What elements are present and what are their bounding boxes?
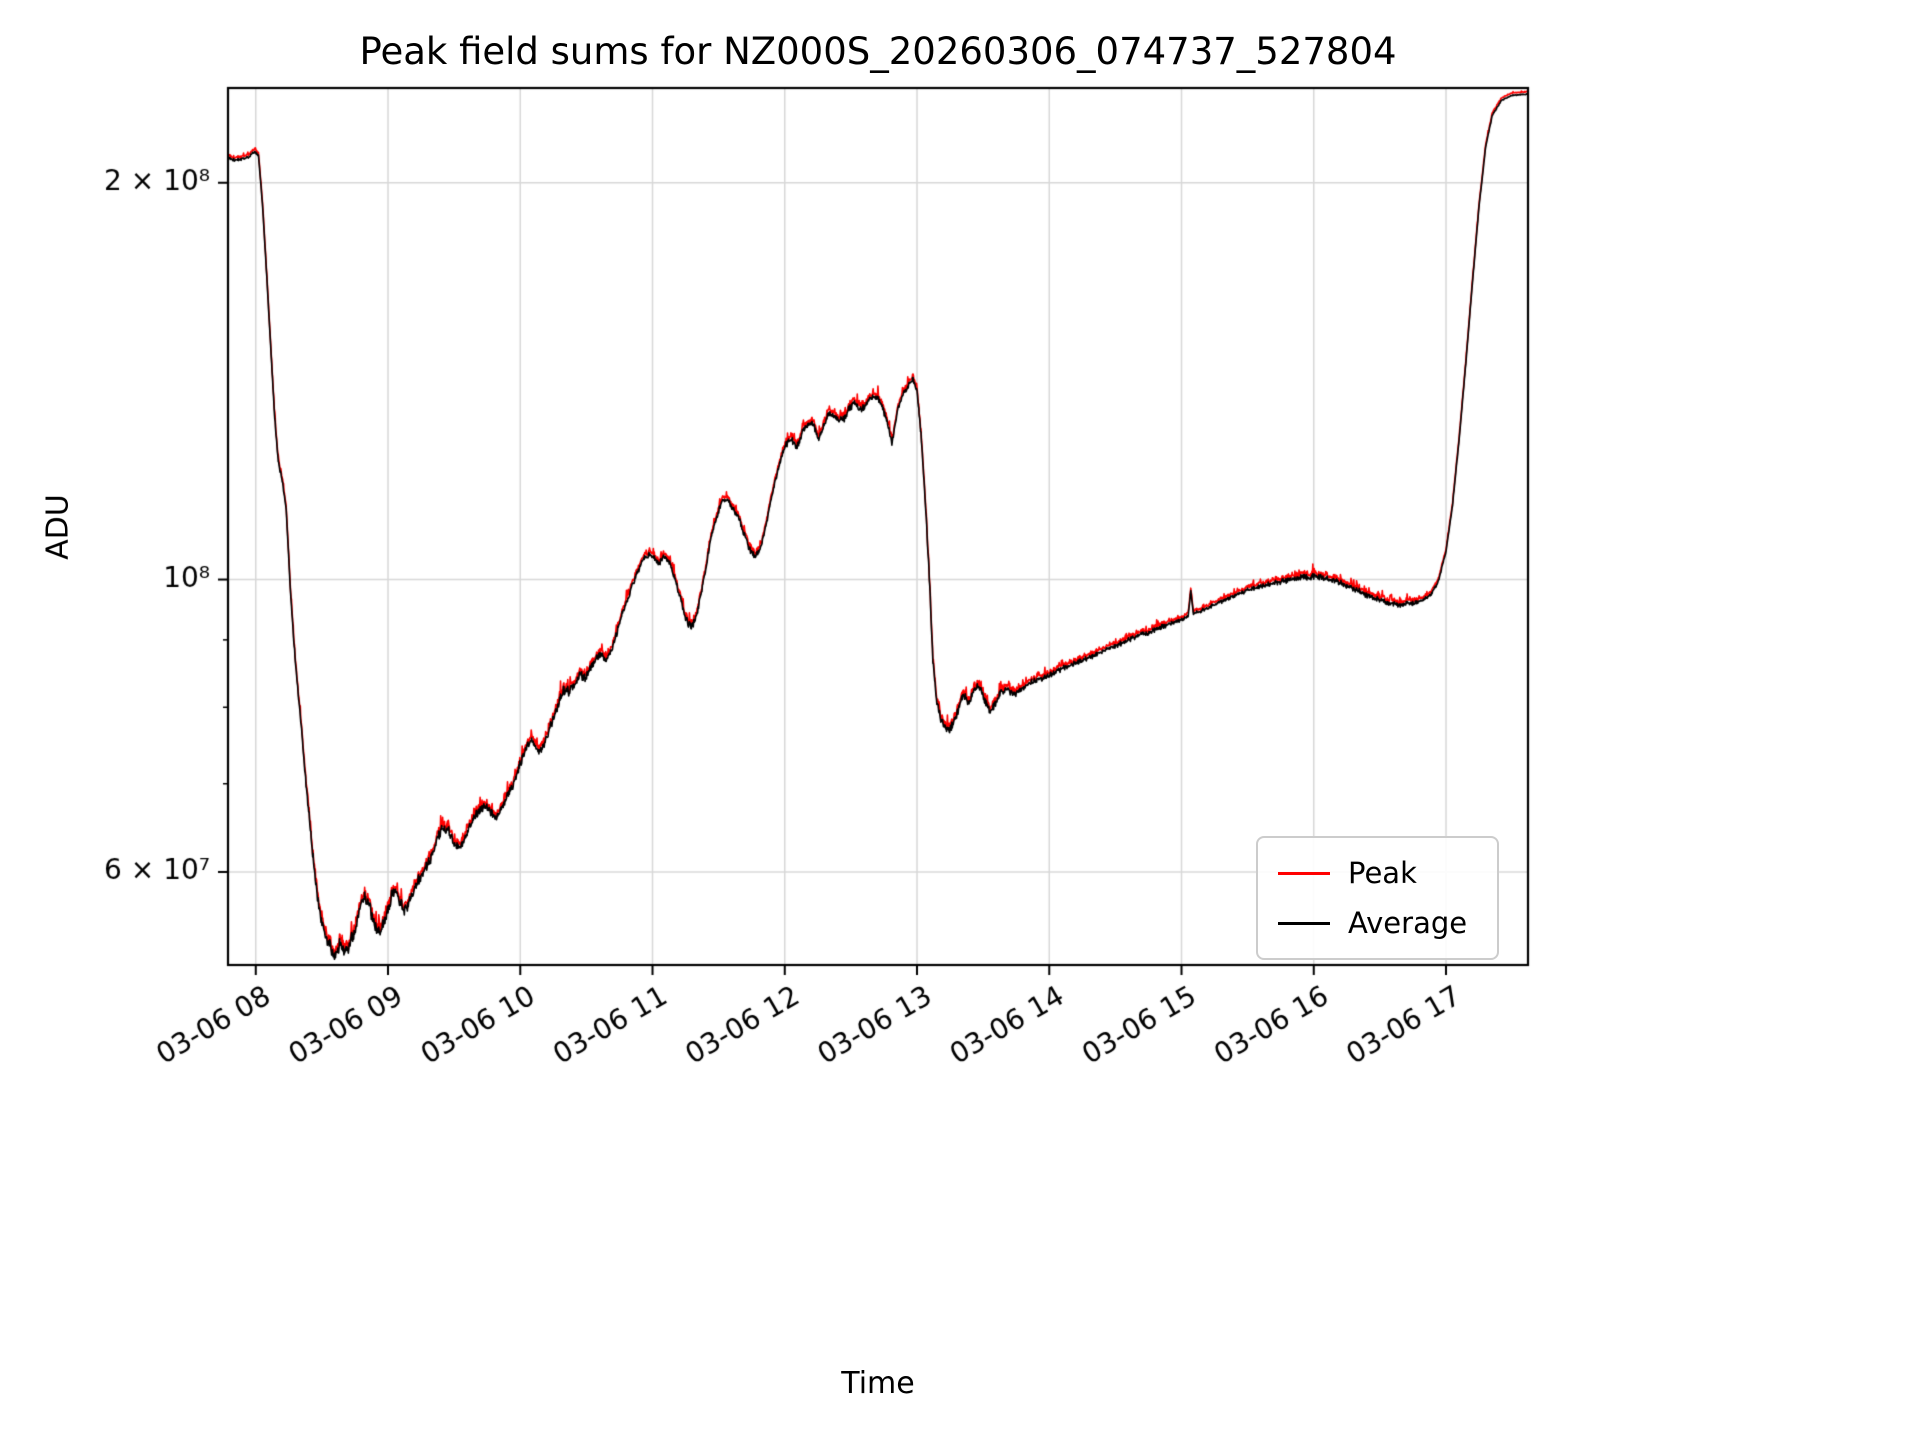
legend-label-peak: Peak — [1348, 856, 1417, 890]
x-axis-label: Time — [841, 1366, 915, 1401]
legend-entry-peak: Peak — [1278, 856, 1467, 890]
legend-line-sample-peak — [1278, 871, 1330, 875]
y-axis-label: ADU — [40, 494, 76, 560]
chart-title: Peak field sums for NZ000S_20260306_0747… — [359, 30, 1397, 73]
legend: Peak Average — [1256, 836, 1500, 960]
legend-entry-average: Average — [1278, 906, 1467, 940]
legend-label-average: Average — [1348, 906, 1468, 940]
legend-line-sample-average — [1278, 921, 1330, 925]
